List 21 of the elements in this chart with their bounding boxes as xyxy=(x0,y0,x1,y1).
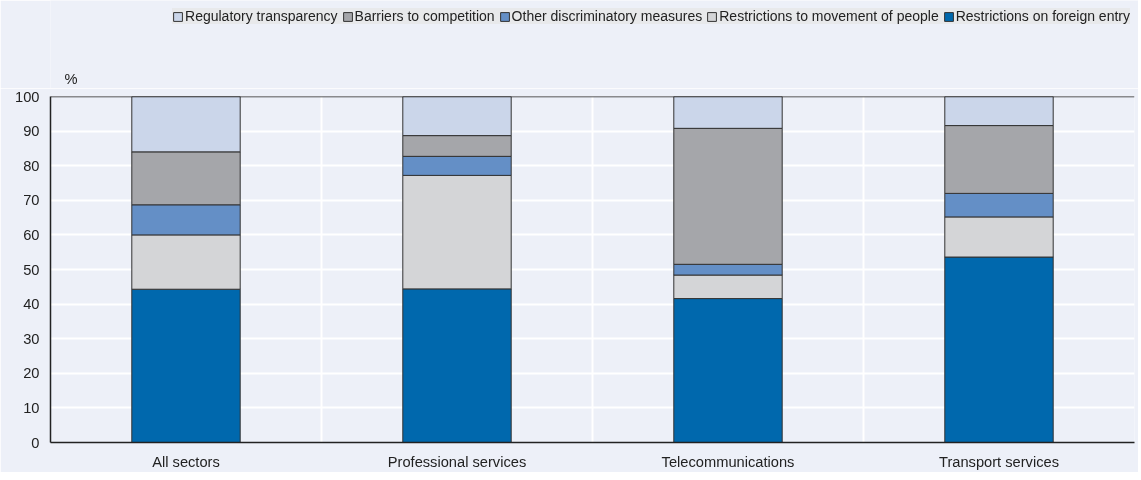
legend-label: Regulatory transparency xyxy=(185,8,338,24)
y-tick-label: 0 xyxy=(31,434,40,451)
y-tick-label: 60 xyxy=(23,226,40,243)
y-tick-label: 10 xyxy=(23,399,40,416)
x-tick-label: Telecommunications xyxy=(661,453,795,470)
y-axis-title: % xyxy=(64,70,78,87)
y-tick-label: 50 xyxy=(23,261,40,278)
y-tick-label: 70 xyxy=(23,192,40,209)
y-tick-label: 100 xyxy=(15,88,40,105)
y-tick-label: 30 xyxy=(23,330,40,347)
legend-label: Other discriminatory measures xyxy=(511,8,703,24)
y-tick-label: 80 xyxy=(23,157,40,174)
x-tick-label: Professional services xyxy=(387,453,527,470)
legend-label: Barriers to competition xyxy=(354,8,495,24)
x-tick-label: Transport services xyxy=(939,453,1059,470)
y-tick-label: 90 xyxy=(23,123,40,140)
y-tick-label: 40 xyxy=(23,296,40,313)
x-tick-label: All sectors xyxy=(152,453,220,470)
legend-label: Restrictions on foreign entry xyxy=(955,8,1130,24)
y-tick-label: 20 xyxy=(23,365,40,382)
legend-label: Restrictions to movement of people xyxy=(719,8,939,24)
